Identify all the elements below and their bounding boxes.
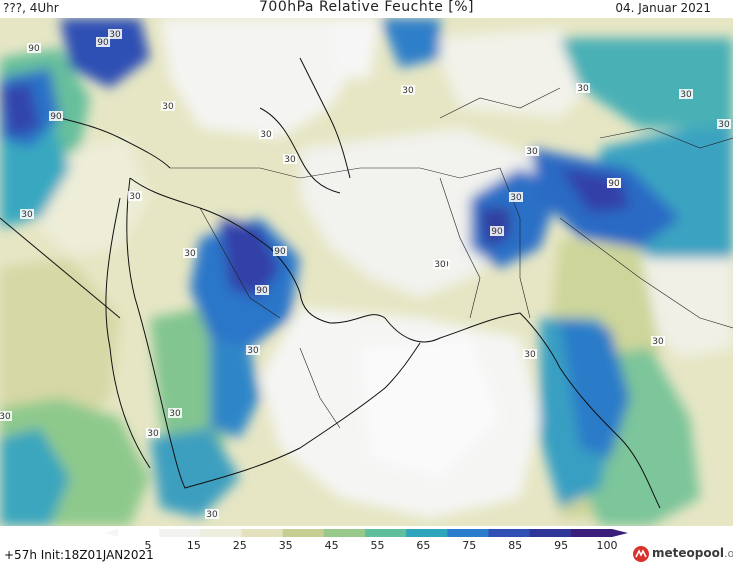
contour-label-bg — [433, 259, 447, 269]
footer-bar: 5 15 25 35 45 55 65 75 85 95 100 +57h Init:18Z01JA… — [0, 526, 733, 566]
colorbar-tick-label: 100 — [597, 539, 618, 550]
contour-label-bg — [259, 129, 273, 139]
contour-label: 30 — [284, 155, 296, 165]
contour-label-bg — [576, 83, 590, 93]
contour-label-bg — [20, 209, 34, 219]
brand-name: meteopool — [652, 546, 724, 560]
contour-label: 90 — [491, 227, 503, 237]
contour-label-bg — [401, 85, 415, 95]
contour-label-bg — [183, 248, 197, 258]
contour-label: 30 — [184, 249, 196, 259]
contour-label: 30 — [718, 120, 730, 130]
contour-label-bg — [273, 246, 287, 256]
colorbar-swatch — [529, 529, 572, 537]
contour-label: 30 — [510, 193, 522, 203]
contour-label: 30 — [260, 130, 272, 140]
contour-label: 90 — [28, 44, 40, 54]
colorbar-swatch — [323, 529, 366, 537]
contour-label: 30 — [169, 409, 181, 419]
colorbar-swatch — [406, 529, 448, 537]
contour-label-bg — [255, 285, 269, 295]
colorbar-swatch — [159, 529, 201, 537]
contour-label-bg — [717, 119, 731, 129]
country-borders — [170, 87, 733, 429]
colorbar-swatch — [200, 529, 242, 537]
colorbar-tick-label: 45 — [325, 539, 339, 550]
init-info: +57h Init:18Z01JAN2021 — [4, 548, 154, 562]
colorbar-extend-arrow — [612, 529, 628, 537]
coastlines — [0, 57, 661, 509]
contour-label-bg — [108, 29, 122, 39]
contour-label: 90 — [274, 247, 286, 257]
contour-label: 30 — [652, 337, 664, 347]
contour-label-bg — [679, 89, 693, 99]
contour-label-bg — [283, 154, 297, 164]
contour-label: 30 — [526, 147, 538, 157]
colorbar-swatch — [282, 529, 325, 537]
contour-label-bg — [168, 408, 182, 418]
contour-label-bg — [128, 191, 142, 201]
run-label: ???, 4Uhr — [3, 1, 59, 15]
colorbar-tick-label: 85 — [508, 539, 522, 550]
colorbar-extend-arrow — [104, 529, 118, 537]
contour-label-bg — [525, 146, 539, 156]
contour-label: 30 — [206, 510, 218, 520]
colorbar-swatch — [447, 529, 489, 537]
contour-label-bg — [246, 345, 260, 355]
colorbar-swatch — [365, 529, 407, 537]
colorbar: 5 15 25 35 45 55 65 75 85 95 100 — [104, 529, 628, 550]
contour-label: 90 — [608, 179, 620, 189]
contour-label-bg — [49, 111, 63, 121]
colorbar-tick-label: 95 — [554, 539, 568, 550]
map-canvas: 9090903030303030303090903030303030309030… — [0, 18, 733, 526]
contour-label: 30 — [680, 90, 692, 100]
contour-label-bg — [96, 37, 110, 47]
contour-label-bg — [205, 509, 219, 519]
colorbar-swatch — [570, 529, 613, 537]
contour-label-bg — [0, 411, 12, 421]
map-title: 700hPa Relative Feuchte [%] — [259, 0, 474, 15]
colorbar-tick-label: 35 — [279, 539, 293, 550]
colorbar-tick-label: 15 — [187, 539, 201, 550]
contour-label: 30 — [434, 260, 446, 270]
colorbar-tick-label: 5 — [145, 539, 152, 550]
contour-label-bg — [509, 192, 523, 202]
brand-tld: .org — [723, 547, 733, 560]
brand-logo[interactable]: meteopool.org — [632, 544, 733, 564]
contour-label-bg — [146, 428, 160, 438]
contour-label-bg — [523, 349, 537, 359]
contour-label: 90 — [97, 38, 109, 48]
contour-label: 30 — [21, 210, 33, 220]
contour-label: 30 — [162, 102, 174, 112]
meteopool-logo-icon — [633, 546, 649, 562]
contour-label: 30 — [524, 350, 536, 360]
colorbar-tick-label: 75 — [462, 539, 476, 550]
contour-label-bg — [651, 336, 665, 346]
contour-label: 90 — [256, 286, 268, 296]
contour-label-bg — [27, 43, 41, 53]
colorbar-tick-label: 25 — [233, 539, 247, 550]
contour-label-bg — [607, 178, 621, 188]
colorbar-tick-label: 65 — [416, 539, 430, 550]
contour-label-bg — [161, 101, 175, 111]
init-time: Init:18Z01JAN2021 — [40, 548, 154, 562]
contour-label: 30 — [0, 412, 11, 422]
contour-label: 90 — [50, 112, 62, 122]
humidity-map: 9090903030303030303090903030303030309030… — [0, 18, 733, 526]
contour-label: 30 — [247, 346, 259, 356]
colorbar-swatch — [488, 529, 531, 537]
contour-label: 30 — [147, 429, 159, 439]
contour-labels: 9090903030303030303090903030303030309030… — [0, 29, 731, 520]
contour-label: 30 — [402, 86, 414, 96]
valid-date: 04. Januar 2021 — [615, 1, 711, 15]
contour-label: 30 — [109, 30, 121, 40]
colorbar-swatch — [241, 529, 284, 537]
contour-label-bg — [490, 226, 504, 236]
colorbar-swatch — [118, 529, 160, 537]
header-bar: ???, 4Uhr 700hPa Relative Feuchte [%] 04… — [0, 0, 733, 18]
colorbar-tick-label: 55 — [371, 539, 385, 550]
contour-label: 30 — [577, 84, 589, 94]
contour-label: 30 — [129, 192, 141, 202]
forecast-hour: +57h — [4, 548, 37, 562]
